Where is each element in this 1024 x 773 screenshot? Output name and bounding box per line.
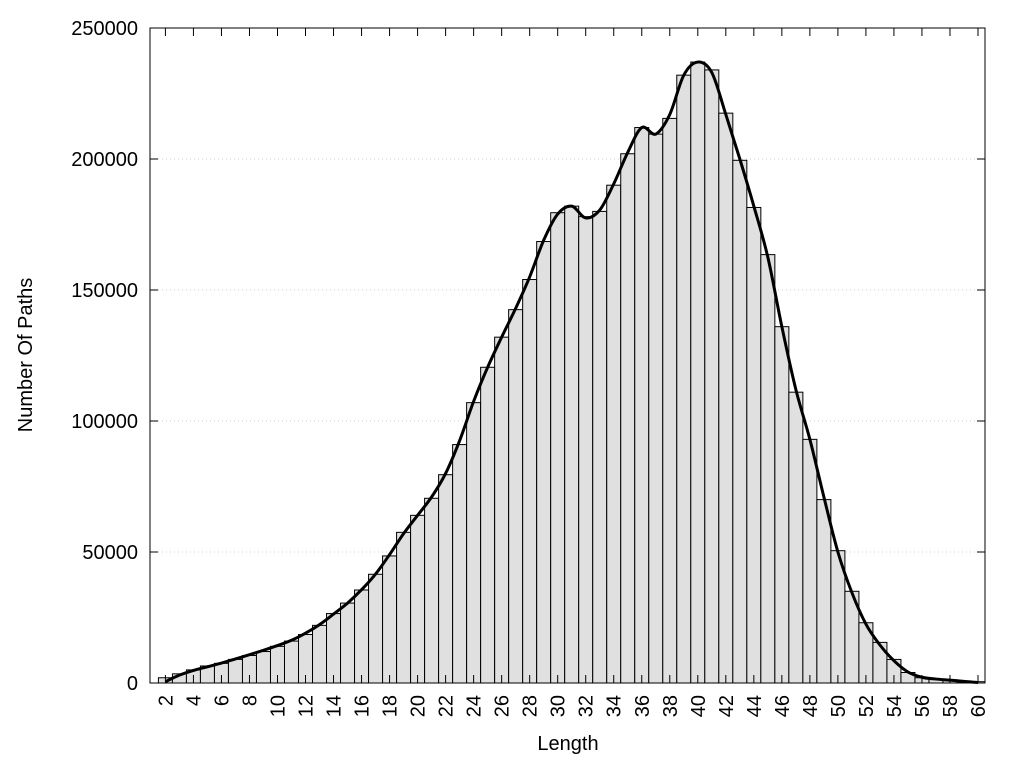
bar (354, 589, 370, 684)
bar (760, 254, 776, 684)
bar (774, 326, 790, 684)
x-tick-label: 38 (660, 695, 682, 717)
x-tick-label: 12 (296, 695, 318, 717)
bar (550, 212, 566, 684)
x-tick-label: 60 (968, 695, 990, 717)
x-axis-title: Length (537, 733, 598, 755)
bar (690, 61, 706, 684)
bar (634, 127, 650, 684)
y-tick-label: 100000 (71, 411, 138, 433)
bar (255, 651, 271, 684)
bar (438, 474, 454, 684)
x-tick-label: 34 (604, 695, 626, 717)
y-tick-label: 0 (127, 673, 138, 695)
plot-frame (149, 27, 986, 684)
bar (494, 336, 510, 684)
x-tick-label: 18 (380, 695, 402, 717)
bar (662, 117, 678, 684)
bar (704, 69, 720, 684)
bar (424, 497, 440, 684)
bar (788, 391, 804, 684)
bar (732, 159, 748, 684)
bar (816, 499, 832, 684)
x-tick-label: 52 (856, 695, 878, 717)
x-tick-label: 4 (183, 695, 205, 706)
bar (564, 205, 580, 684)
bar (872, 641, 888, 684)
bar (480, 366, 496, 684)
bar (340, 602, 356, 684)
curve (164, 60, 979, 684)
bar (283, 640, 300, 684)
x-tick-label: 32 (576, 695, 598, 717)
x-tick-label: 26 (492, 695, 514, 717)
x-tick-label: 44 (744, 695, 766, 717)
bar (676, 74, 692, 684)
bar (312, 624, 328, 684)
y-tick-label: 50000 (82, 542, 138, 564)
bar (578, 216, 594, 684)
x-tick-label: 20 (408, 695, 430, 717)
x-tick-label: 30 (548, 695, 570, 717)
x-tick-label: 40 (688, 695, 710, 717)
bar (536, 241, 552, 684)
x-tick-label: 50 (828, 695, 850, 717)
bar (802, 438, 818, 684)
x-tick-label: 16 (352, 695, 374, 717)
bar (718, 112, 734, 684)
bar (522, 279, 538, 684)
x-tick-label: 46 (772, 695, 794, 717)
x-tick-label: 14 (324, 695, 346, 717)
x-tick-label: 2 (155, 695, 177, 706)
x-tick-label: 24 (464, 695, 486, 717)
x-tick-label: 22 (436, 695, 458, 717)
y-axis-title: Number Of Paths (15, 278, 37, 433)
bar (410, 514, 426, 684)
x-tick-label: 10 (267, 695, 289, 717)
bar (648, 133, 664, 684)
bar (396, 531, 412, 684)
x-tick-label: 58 (940, 695, 962, 717)
bar (382, 555, 398, 684)
bar (746, 206, 762, 684)
x-tick-label: 28 (520, 695, 542, 717)
x-tick-label: 8 (239, 695, 261, 706)
bar (452, 444, 468, 684)
x-tick-label: 36 (632, 695, 654, 717)
bar (508, 309, 524, 684)
bar (606, 184, 622, 684)
y-tick-label: 200000 (71, 149, 138, 171)
y-tick-label: 250000 (71, 18, 138, 40)
x-tick-label: 54 (884, 695, 906, 717)
x-tick-label: 42 (716, 695, 738, 717)
x-tick-label: 56 (912, 695, 934, 717)
y-tick-label: 150000 (71, 280, 138, 302)
bar (368, 573, 384, 684)
bar (227, 658, 243, 684)
x-tick-label: 48 (800, 695, 822, 717)
bar (592, 210, 608, 684)
bar (326, 613, 342, 684)
x-tick-label: 6 (211, 695, 233, 706)
bar (466, 402, 482, 684)
bar (620, 153, 636, 684)
